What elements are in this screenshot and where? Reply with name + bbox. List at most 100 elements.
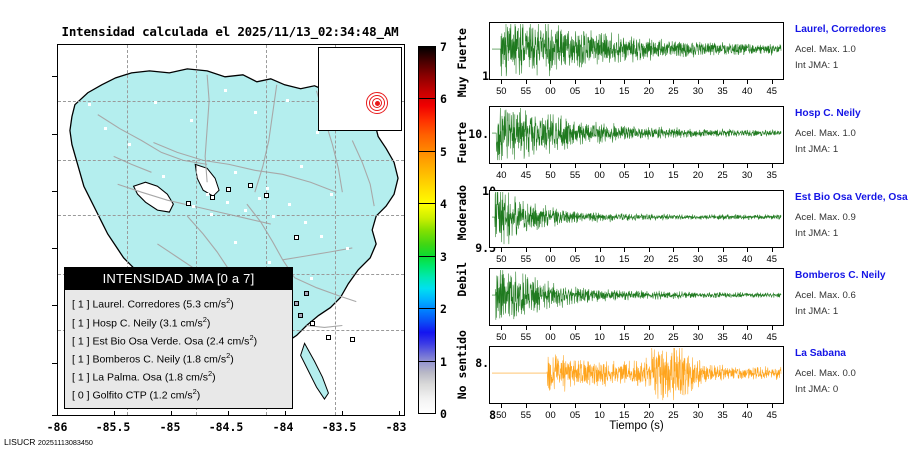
legend-station: Hosp C. Neily (92, 317, 157, 330)
station-marker[interactable] (226, 187, 231, 192)
waveform-plot-2[interactable] (489, 106, 784, 164)
epicenter-ring (372, 98, 382, 108)
time-tick-label: 00 (545, 253, 556, 264)
time-tick (550, 80, 552, 84)
station-marker-laurel[interactable] (304, 291, 309, 296)
time-tick-label: 05 (618, 169, 630, 180)
station-marker-hosp-neily[interactable] (294, 301, 299, 306)
city-marker (210, 213, 213, 216)
station-marker[interactable] (210, 195, 215, 200)
legend-close: ) (253, 335, 258, 348)
waveform-plot-5[interactable] (489, 346, 784, 404)
legend-unit-exp: 2 (249, 332, 254, 342)
time-tick (673, 164, 675, 168)
time-tick-label: 50 (496, 409, 507, 420)
time-tick-label: 25 (668, 331, 679, 342)
time-tick-label: 10 (594, 409, 605, 420)
time-tick (697, 164, 699, 168)
time-tick (697, 326, 699, 330)
time-tick-label: 15 (618, 253, 630, 264)
station-marker[interactable] (294, 235, 299, 240)
station-marker[interactable] (326, 335, 331, 340)
station-marker[interactable] (248, 183, 253, 188)
station-marker[interactable] (310, 321, 315, 326)
waveform-accel-label-1: Acel. Max. 1.0 (795, 44, 856, 55)
legend-close: ) (206, 317, 211, 330)
colorbar-category-label: Debil (455, 262, 469, 297)
legend-item: [ 1 ] Est Bio Osa Verde. Osa (2.4 cm/s2) (72, 331, 288, 349)
legend-station: Bomberos C. Neily (92, 353, 180, 366)
time-tick-label: 50 (545, 169, 556, 180)
legend-close: ) (212, 371, 216, 384)
time-tick-label: 20 (643, 409, 654, 420)
time-tick (575, 248, 577, 252)
time-tick-label: 25 (668, 85, 679, 96)
legend-item: [ 1 ] Bomberos C. Neily (1.8 cm/s2) (72, 349, 288, 367)
time-tick-label: 10 (594, 331, 605, 342)
intensity-map[interactable]: M=4.3 P=10km INTENSIDAD JMA [0 a 7] [ 1 … (57, 44, 405, 416)
time-tick (550, 404, 552, 408)
time-axis-label: Tiempo (s) (609, 420, 664, 432)
colorbar-tick-label: 5 (440, 145, 447, 159)
city-marker (286, 99, 289, 102)
waveform-intensity-label-4: Int JMA: 1 (795, 306, 839, 317)
waveform-station-name-5: La Sabana (795, 348, 846, 359)
waveform-plot-3[interactable] (489, 190, 784, 248)
time-tick (501, 80, 503, 84)
locator-inset-map[interactable] (318, 47, 402, 131)
time-tick-label: 00 (594, 169, 605, 180)
x-axis-tick: -85.5 (95, 420, 131, 434)
waveform-plot-1[interactable] (489, 22, 784, 80)
time-tick-label: 45 (520, 169, 532, 180)
time-tick-label: 00 (545, 409, 556, 420)
time-tick (624, 164, 626, 168)
waveform-intensity-label-2: Int JMA: 1 (795, 144, 839, 155)
legend-header: INTENSIDAD JMA [0 a 7] (65, 268, 292, 291)
time-tick (771, 80, 773, 84)
time-tick (722, 164, 724, 168)
time-tick (501, 164, 503, 168)
x-axis-tick: -83.5 (321, 420, 357, 434)
station-marker[interactable] (186, 201, 191, 206)
footer-agency: LISUCR (4, 437, 36, 447)
time-tick-label: 35 (717, 85, 728, 96)
time-tick (599, 164, 601, 168)
legend-unit-exp: 2 (208, 368, 213, 378)
time-tick-label: 30 (692, 253, 704, 264)
x-axis-tick: -84.5 (208, 420, 244, 434)
time-tick (771, 404, 773, 408)
time-tick (501, 326, 503, 330)
station-marker[interactable] (350, 337, 355, 342)
time-tick (747, 80, 749, 84)
station-marker[interactable] (264, 193, 269, 198)
time-tick-label: 45 (766, 409, 777, 420)
city-marker (346, 247, 349, 250)
time-tick-label: 00 (545, 331, 556, 342)
legend-close: ) (230, 353, 234, 366)
legend-intensity: [ 1 ] (72, 317, 90, 330)
time-tick (673, 248, 675, 252)
legend-close: ) (230, 298, 234, 311)
colorbar-category-label: No sentido (455, 330, 469, 400)
x-axis-tick-mark (171, 411, 172, 416)
legend-intensity: [ 0 ] (72, 389, 90, 402)
colorbar-category-label: Fuerte (455, 122, 469, 164)
time-tick (648, 404, 650, 408)
epicenter-ring (369, 95, 385, 111)
legend-accel: (2.4 cm/s (206, 335, 250, 348)
x-axis-tick: -85 (159, 420, 181, 434)
colorbar-tick (418, 151, 436, 152)
waveform-plot-4[interactable] (489, 268, 784, 326)
city-marker (310, 277, 313, 280)
waveform-accel-label-4: Acel. Max. 0.6 (795, 290, 856, 301)
time-tick (673, 326, 675, 330)
legend-accel: (1.2 cm/s (149, 389, 193, 402)
epicenter-ring (366, 92, 388, 114)
time-tick (722, 80, 724, 84)
legend-station: Golfito CTP (92, 389, 147, 402)
page-title: Intensidad calculada el 2025/11/13_02:34… (61, 24, 399, 39)
colorbar-tick-label: 2 (440, 302, 447, 316)
colorbar-tick-label: 1 (440, 355, 447, 369)
time-tick (599, 248, 601, 252)
station-marker-golfito[interactable] (298, 313, 303, 318)
